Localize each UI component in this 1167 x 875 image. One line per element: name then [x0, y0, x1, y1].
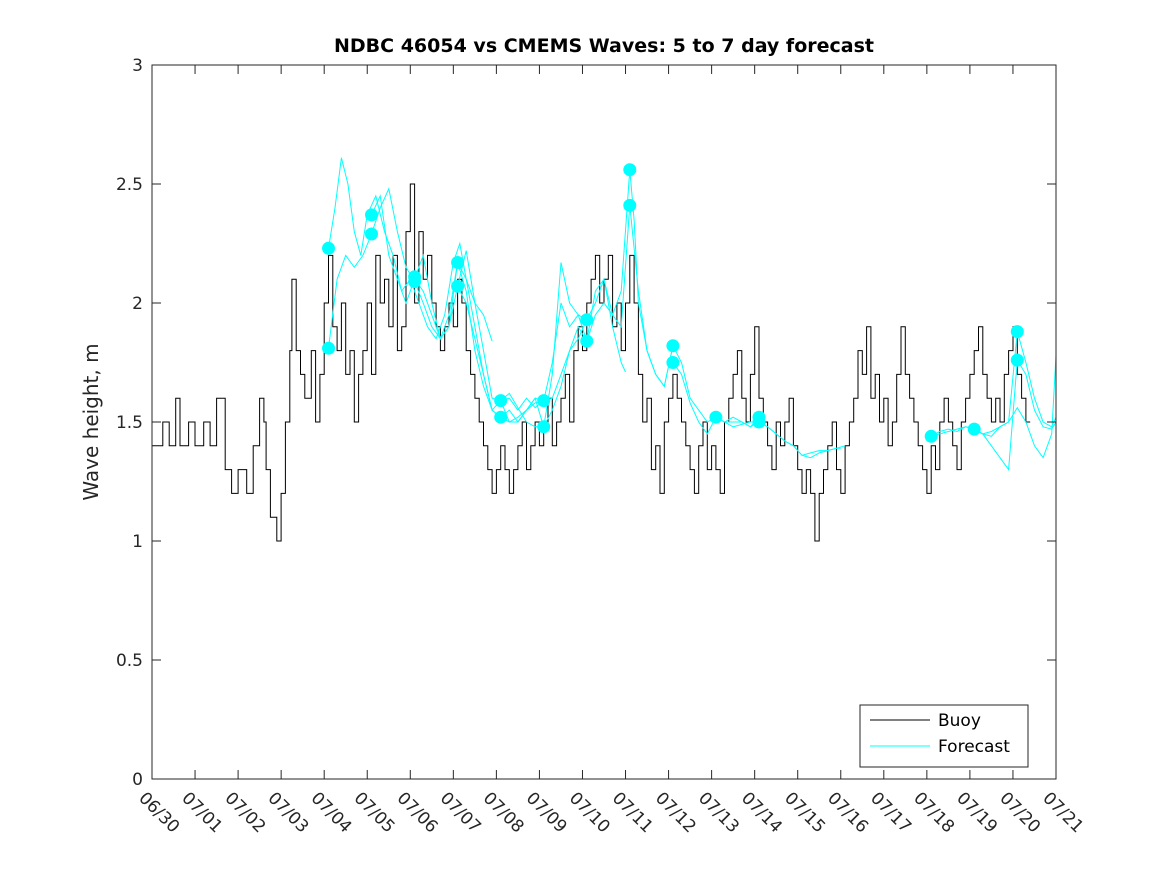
forecast-marker [580, 313, 594, 327]
forecast-marker [666, 339, 680, 353]
chart-title: NDBC 46054 vs CMEMS Waves: 5 to 7 day fo… [334, 35, 874, 57]
y-axis-ticks: 0 0.5 1 1.5 2 2.5 3 [116, 56, 1056, 790]
y-tick-label: 2 [132, 294, 143, 314]
x-tick-label: 07/02 [221, 788, 270, 837]
x-tick-label: 07/18 [909, 788, 958, 837]
forecast-marker [494, 394, 508, 408]
x-tick-label: 07/17 [866, 788, 915, 837]
forecast-line-4 [414, 205, 631, 428]
forecast-marker [1010, 325, 1024, 339]
forecast-marker [924, 429, 938, 443]
forecast-line-7 [629, 205, 760, 428]
y-tick-label: 1 [132, 532, 143, 552]
forecast-marker [451, 279, 465, 293]
x-tick-label: 07/21 [1038, 788, 1087, 837]
buoy-series [152, 183, 1031, 542]
x-tick-label: 07/13 [694, 788, 743, 837]
forecast-marker [967, 422, 981, 436]
forecast-line-2 [328, 187, 545, 411]
y-tick-label: 3 [132, 56, 143, 76]
forecast-line-3 [371, 194, 588, 423]
x-tick-label: 07/08 [479, 788, 528, 837]
forecast-marker [494, 410, 508, 424]
y-tick-label: 2.5 [116, 175, 143, 195]
legend: Buoy Forecast [859, 704, 1029, 768]
x-tick-label: 07/10 [565, 788, 614, 837]
forecast-marker [322, 341, 335, 355]
forecast-marker [752, 415, 766, 429]
x-tick-label: 07/04 [307, 788, 356, 837]
forecast-marker [451, 256, 465, 269]
x-tick-label: 06/30 [134, 788, 183, 837]
y-tick-label: 0.5 [116, 651, 143, 671]
x-tick-label: 07/12 [651, 788, 700, 837]
x-tick-label: 07/14 [737, 788, 786, 837]
buoy-line [152, 183, 1031, 542]
forecast-marker [666, 356, 680, 369]
x-tick-label: 07/20 [995, 788, 1044, 837]
legend-box [859, 704, 1029, 768]
legend-forecast-label: Forecast [938, 737, 1010, 757]
forecast-marker [580, 334, 594, 348]
forecast-line-11 [930, 331, 1056, 437]
forecast-marker [623, 163, 637, 177]
y-tick-label: 1.5 [116, 413, 143, 433]
forecast-markers [322, 163, 1024, 443]
forecast-line-6 [500, 277, 626, 423]
forecast-series-group [328, 157, 1056, 471]
x-tick-label: 07/15 [780, 788, 829, 837]
y-tick-label: 0 [132, 770, 143, 790]
forecast-marker [537, 394, 551, 408]
forecast-marker [709, 410, 723, 424]
forecast-marker [1010, 353, 1024, 367]
forecast-line-12 [973, 358, 1056, 471]
y-axis-label: Wave height, m [79, 343, 103, 500]
legend-buoy-label: Buoy [938, 711, 981, 731]
forecast-marker [365, 208, 378, 222]
x-tick-label: 07/03 [264, 788, 313, 837]
forecast-marker [537, 420, 551, 434]
x-tick-label: 07/16 [823, 788, 872, 837]
x-tick-label: 07/05 [350, 788, 399, 837]
forecast-marker [408, 275, 422, 289]
forecast-marker [322, 241, 335, 255]
forecast-marker [623, 198, 637, 212]
forecast-line-9 [715, 416, 846, 459]
x-tick-label: 07/09 [522, 788, 571, 837]
x-tick-label: 07/07 [436, 788, 485, 837]
x-tick-label: 07/11 [608, 788, 657, 837]
forecast-marker [365, 227, 378, 241]
x-tick-label: 07/06 [393, 788, 442, 837]
x-tick-label: 07/01 [178, 788, 227, 837]
x-tick-label: 07/19 [952, 788, 1001, 837]
